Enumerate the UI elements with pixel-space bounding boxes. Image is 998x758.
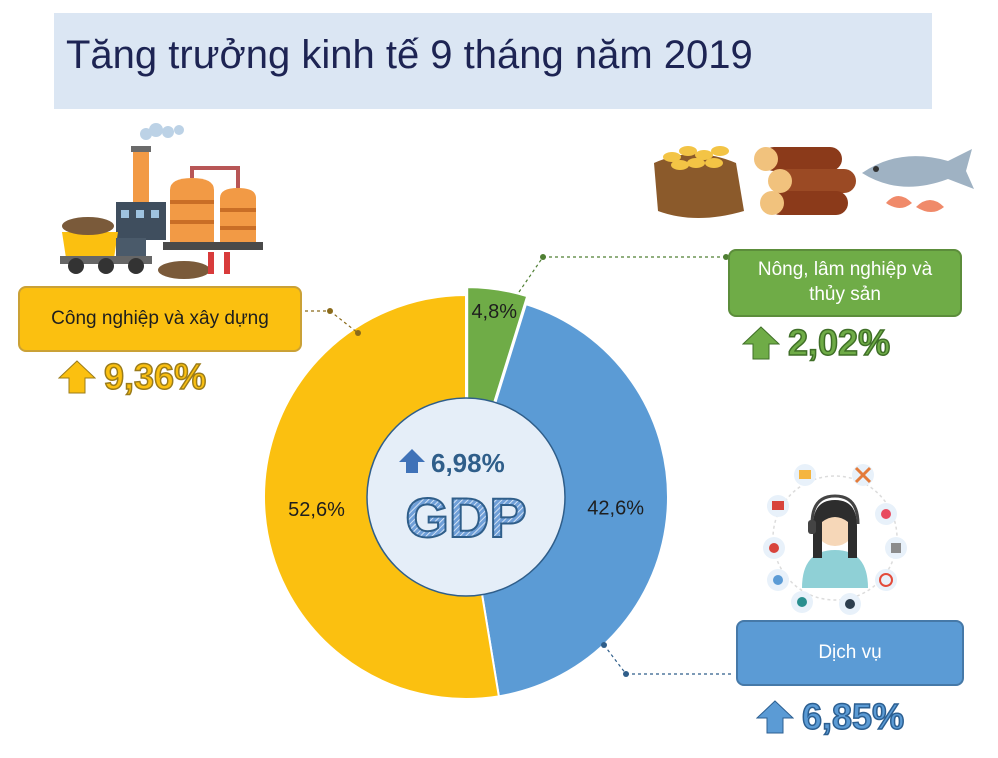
title-bar: Tăng trưởng kinh tế 9 tháng năm 2019 [54, 13, 932, 109]
connector-agriculture [518, 254, 729, 293]
donut-center [366, 397, 566, 597]
sector-label-industry: Công nghiệp và xây dựng [51, 307, 269, 329]
farm-products-icon [654, 146, 974, 218]
sector-box-services: Dịch vụ [736, 620, 964, 686]
page-title: Tăng trưởng kinh tế 9 tháng năm 2019 [66, 33, 753, 77]
sector-box-agriculture: Nông, lâm nghiệp và thủy sản [728, 249, 962, 317]
up-arrow-icon [756, 700, 794, 734]
slice-label-agriculture: 4,8% [471, 301, 517, 323]
growth-value-services: 6,85% [801, 695, 905, 738]
growth-value-agriculture: 2,02% [787, 321, 891, 364]
call-center-icon [763, 464, 907, 615]
growth-value-industry: 9,36% [103, 355, 207, 398]
factory-icon [60, 123, 263, 279]
up-arrow-icon [58, 360, 96, 394]
sector-label-services: Dịch vụ [818, 641, 882, 663]
slice-label-services: 42,6% [587, 497, 644, 519]
slice-services [464, 302, 669, 698]
connector-industry [305, 308, 361, 336]
slice-label-industry: 52,6% [288, 499, 345, 521]
growth-agriculture: 2,02% [742, 321, 891, 364]
up-arrow-icon [742, 326, 780, 360]
gdp-label: GDP [405, 486, 526, 549]
up-arrow-icon [399, 449, 425, 473]
gdp-growth-value: 6,98% [431, 448, 505, 478]
sector-label-agriculture: Nông, lâm nghiệp và thủy sản [757, 259, 933, 305]
connector-services [601, 642, 733, 677]
sector-box-industry: Công nghiệp và xây dựng [18, 286, 302, 352]
growth-industry: 9,36% [58, 355, 207, 398]
growth-services: 6,85% [756, 695, 905, 738]
